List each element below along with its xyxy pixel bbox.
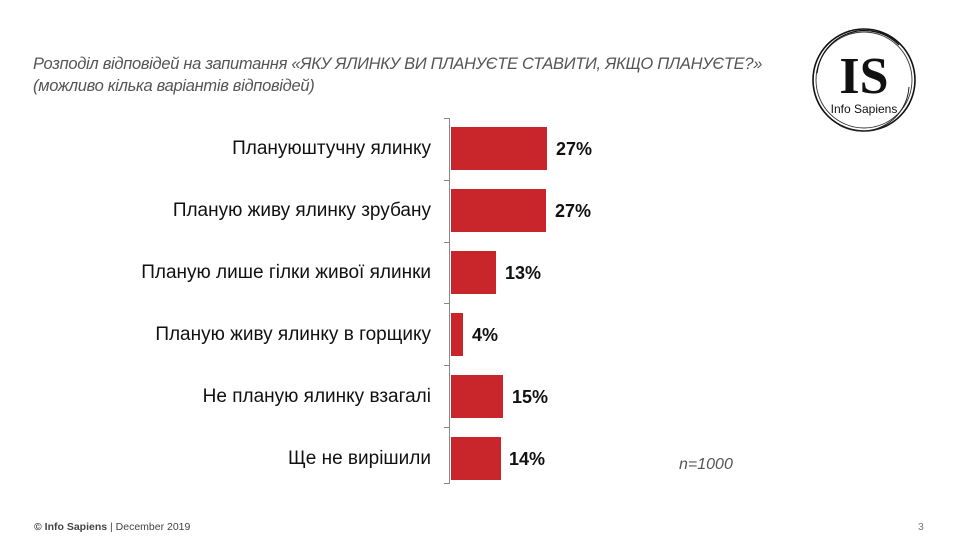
logo-name: Info Sapiens [831, 102, 898, 116]
axis-tick [444, 427, 450, 428]
value-label: 13% [505, 263, 542, 283]
bar-row: Плануюштучну ялинку 27% [0, 127, 960, 171]
bar [451, 313, 463, 356]
bar [451, 189, 546, 232]
category-label: Плануюштучну ялинку [232, 138, 431, 159]
value-label: 14% [509, 449, 546, 469]
category-label: Планую лише гілки живої ялинки [141, 262, 431, 283]
value-label: 15% [512, 387, 549, 407]
category-label: Не планую ялинку взагалі [202, 386, 431, 407]
bar-row: Не планую ялинку взагалі 15% [0, 375, 960, 419]
logo-circle-icon: IS Info Sapiens [812, 28, 916, 132]
category-label: Планую живу ялинку зрубану [172, 200, 431, 221]
page-number: 3 [918, 521, 924, 533]
logo-monogram: IS [839, 48, 888, 105]
value-label: 4% [472, 325, 499, 345]
footer-separator: | [107, 521, 116, 533]
bar [451, 375, 503, 418]
bar-row: Планую лише гілки живої ялинки 13% [0, 251, 960, 295]
bar-row: Ще не вирішили 14% [0, 437, 960, 481]
bar [451, 127, 547, 170]
footer: © Info Sapiens | December 2019 [34, 521, 190, 533]
bar [451, 437, 501, 480]
axis-tick [444, 118, 450, 119]
bar-row: Планую живу ялинку зрубану 27% [0, 189, 960, 233]
category-axis [449, 118, 450, 484]
value-label: 27% [556, 139, 593, 159]
axis-tick [444, 303, 450, 304]
axis-tick [444, 180, 450, 181]
chart-title: Розподіл відповідей на запитання «ЯКУ ЯЛ… [33, 55, 763, 95]
axis-tick [444, 365, 450, 366]
bar [451, 251, 496, 294]
sample-size-label: n=1000 [679, 456, 733, 473]
axis-tick [444, 242, 450, 243]
category-label: Ще не вирішили [287, 448, 431, 469]
info-sapiens-logo: IS Info Sapiens [809, 25, 919, 135]
bar-row: Планую живу ялинку в горщику 4% [0, 313, 960, 357]
value-label: 27% [555, 201, 592, 221]
category-label: Планую живу ялинку в горщику [155, 324, 431, 345]
footer-date: December 2019 [115, 521, 191, 533]
footer-copyright: © Info Sapiens [34, 521, 108, 533]
axis-tick [444, 483, 450, 484]
